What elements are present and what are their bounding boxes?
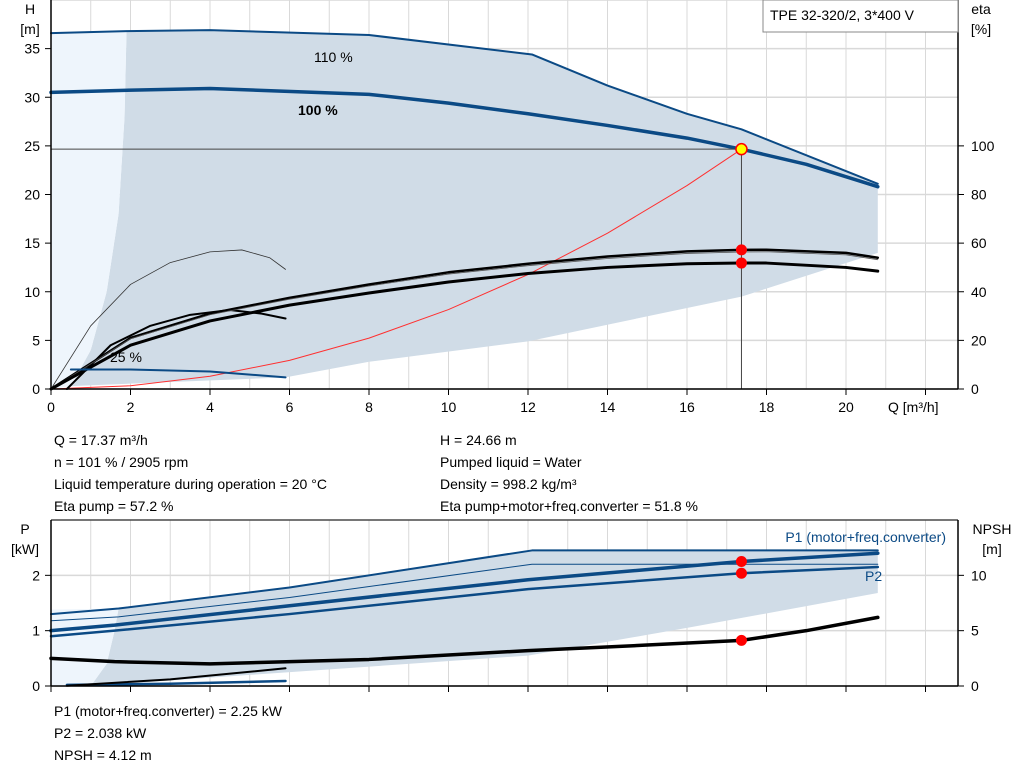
y2-tick-label: 10 <box>971 567 987 583</box>
x-axis-label: Q [m³/h] <box>888 399 939 415</box>
label-100: 100 % <box>298 102 338 118</box>
info-liquid: Pumped liquid = Water <box>440 454 582 470</box>
y2-tick-label: 0 <box>971 381 979 397</box>
qh-curve-100 <box>49 86 880 189</box>
x-tick-label: 8 <box>365 399 373 415</box>
info-density: Density = 998.2 kg/m³ <box>440 476 577 492</box>
y-axis-unit-p: [kW] <box>11 541 39 557</box>
label-110: 110 % <box>314 49 353 65</box>
npsh-curve-25 <box>65 667 287 687</box>
top-axes: 0 5 10 15 20 25 30 35 0 20 40 60 80 100 0 2 4 6 8 10 12 14 16 1… <box>24 0 995 415</box>
eta-total-marker <box>735 257 747 269</box>
x-tick-label: 4 <box>206 399 214 415</box>
y-tick-label: 0 <box>32 678 40 694</box>
x-tick-label: 6 <box>286 399 294 415</box>
y2-tick-label: 40 <box>971 284 987 300</box>
x-tick-label: 20 <box>838 399 854 415</box>
system-curve <box>50 148 742 390</box>
y2-tick-label: 100 <box>971 138 995 154</box>
top-operating-region <box>51 30 878 390</box>
info-eta-total: Eta pump+motor+freq.converter = 51.8 % <box>440 498 698 514</box>
top-curves <box>49 29 880 391</box>
bottom-curves <box>49 549 880 687</box>
p2-curve-110 <box>50 563 879 622</box>
operating-info-left: Q = 17.37 m³/h n = 101 % / 2905 rpm Liqu… <box>54 429 327 517</box>
eta-pump-curve <box>49 248 880 391</box>
y2-axis-unit-eta: [%] <box>971 21 991 37</box>
y2-axis-label-eta: eta <box>971 1 991 17</box>
y-tick-label: 15 <box>24 235 40 251</box>
qh-curve-25 <box>69 368 287 379</box>
y-tick-label: 1 <box>32 623 40 639</box>
y-axis-label-h: H <box>25 1 35 17</box>
y-axis-label-p: P <box>20 521 29 537</box>
title-box <box>762 0 959 33</box>
y-tick-label: 10 <box>24 284 40 300</box>
info-p2: P2 = 2.038 kW <box>54 725 147 741</box>
duty-point-marker <box>735 142 748 156</box>
x-tick-label: 2 <box>127 399 135 415</box>
info-q: Q = 17.37 m³/h <box>54 432 148 448</box>
p1-curve <box>49 551 880 633</box>
y-tick-label: 0 <box>32 381 40 397</box>
bottom-axes: 0 1 2 0 5 10 <box>32 519 987 694</box>
p1-marker <box>735 556 747 567</box>
x-tick-label: 0 <box>47 399 55 415</box>
npsh-marker <box>735 634 747 646</box>
eta-pump-marker <box>735 244 747 256</box>
info-speed: n = 101 % / 2905 rpm <box>54 454 189 470</box>
x-tick-label: 16 <box>679 399 695 415</box>
operating-range-area <box>90 550 878 686</box>
y2-tick-label: 5 <box>971 623 979 639</box>
npsh-curve <box>49 615 880 666</box>
legend-p1: P1 (motor+freq.converter) <box>785 529 946 545</box>
y-tick-label: 20 <box>24 187 40 203</box>
y-tick-label: 30 <box>24 89 40 105</box>
extended-range-area <box>51 31 127 390</box>
p2-curve <box>49 565 880 638</box>
p1-curve-110 <box>50 549 879 616</box>
info-eta-pump: Eta pump = 57.2 % <box>54 498 174 514</box>
operating-range-area <box>70 30 878 387</box>
eta-pump-curve-thin <box>50 251 879 390</box>
y2-tick-label: 80 <box>971 187 987 203</box>
power-info: P1 (motor+freq.converter) = 2.25 kW P2 =… <box>54 700 282 766</box>
y2-tick-label: 0 <box>971 678 979 694</box>
y2-axis-unit-npsh: [m] <box>982 541 1001 557</box>
y-tick-label: 25 <box>24 138 40 154</box>
info-npsh: NPSH = 4.12 m <box>54 747 152 763</box>
y-tick-label: 2 <box>32 567 40 583</box>
p2-marker <box>735 567 747 579</box>
y2-tick-label: 20 <box>971 332 987 348</box>
x-tick-label: 14 <box>600 399 616 415</box>
chart-title: TPE 32-320/2, 3*400 V <box>770 7 915 23</box>
y-tick-label: 5 <box>32 332 40 348</box>
y-tick-label: 35 <box>24 41 40 57</box>
info-h: H = 24.66 m <box>440 432 517 448</box>
info-p1: P1 (motor+freq.converter) = 2.25 kW <box>54 703 282 719</box>
eta-curve-thin <box>50 249 286 390</box>
eta-total-curve <box>49 261 880 391</box>
x-tick-label: 10 <box>441 399 457 415</box>
x-tick-label: 18 <box>759 399 775 415</box>
y-axis-unit-h: [m] <box>20 21 39 37</box>
label-25: 25 % <box>110 349 142 365</box>
qh-curve-110 <box>50 29 879 185</box>
legend-p2: P2 <box>865 568 882 584</box>
y2-axis-label-npsh: NPSH <box>973 521 1012 537</box>
info-temperature: Liquid temperature during operation = 20… <box>54 476 327 492</box>
y2-tick-label: 60 <box>971 235 987 251</box>
operating-info-right: H = 24.66 m Pumped liquid = Water Densit… <box>440 429 698 517</box>
eta-curve-low-speed <box>65 308 287 390</box>
x-tick-label: 12 <box>520 399 536 415</box>
